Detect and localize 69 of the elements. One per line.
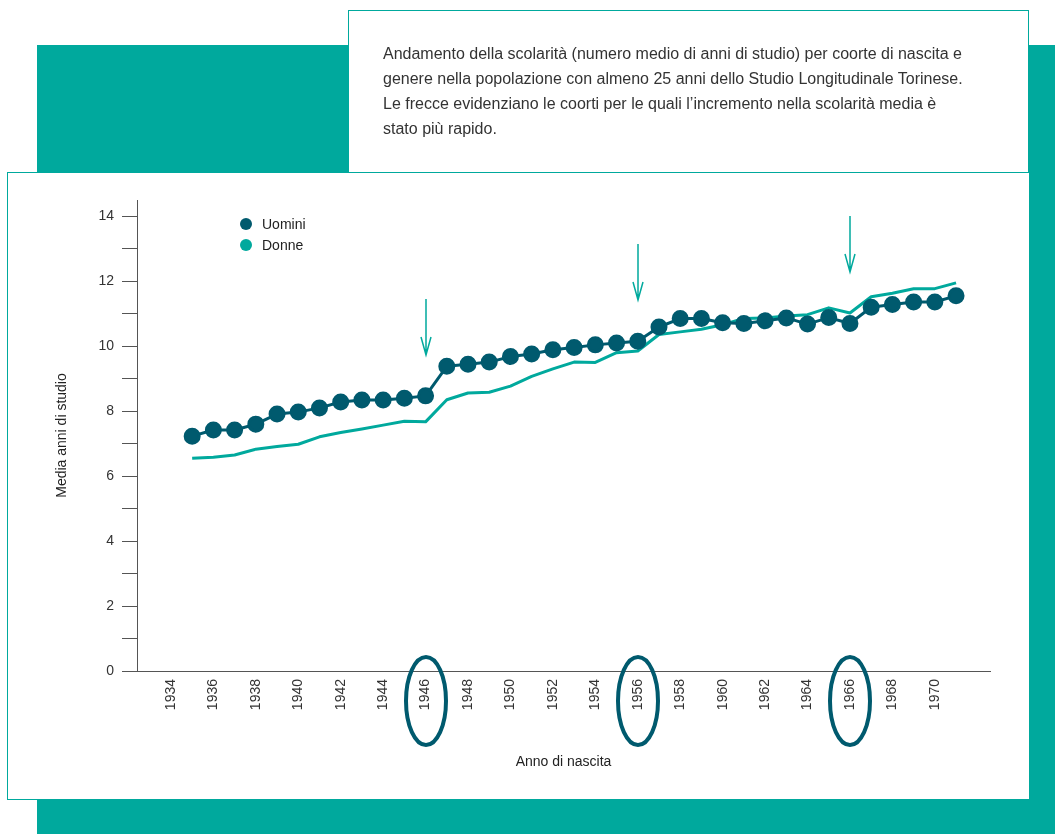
point (204, 421, 222, 439)
point (459, 355, 477, 373)
x-tick-label: 1942 (331, 678, 348, 711)
legend-label: Uomini (262, 215, 306, 232)
x-tick-label: 1934 (161, 678, 178, 711)
point (417, 387, 435, 405)
point (756, 312, 774, 330)
point (247, 415, 265, 433)
point (438, 357, 456, 375)
point (374, 391, 392, 409)
point (289, 403, 307, 421)
y-tick-label: 2 (106, 596, 115, 613)
point (735, 314, 753, 332)
point (268, 405, 286, 423)
x-tick-label: 1946 (416, 678, 433, 711)
point (480, 353, 498, 371)
y-tick-label: 6 (106, 466, 115, 483)
x-tick-label: 1962 (755, 678, 772, 711)
point (820, 309, 838, 327)
point (799, 315, 817, 333)
x-tick-label: 1936 (204, 678, 221, 711)
point (586, 336, 604, 354)
x-tick-label: 1958 (671, 678, 688, 711)
point (777, 309, 795, 327)
legend-label: Donne (262, 236, 304, 253)
point (501, 348, 519, 366)
y-axis-title: Media anni di studio (53, 373, 70, 498)
point (905, 293, 923, 311)
x-tick-label: 1940 (289, 678, 306, 711)
point (608, 334, 626, 352)
y-tick-label: 8 (106, 402, 115, 418)
point (183, 427, 201, 445)
point (395, 389, 413, 407)
point (565, 338, 583, 356)
point (544, 341, 562, 359)
text: Andamento della scolarità (numero medio di anni di studio) per coorte di nascita e genere nella popolazione con almeno 25 anni dello Studio Longitudinale Torinese. Le frecce evidenziano le coorti per le quali l’incremento nella scolarità media è stato più rapido. (383, 44, 964, 139)
point (862, 298, 880, 316)
point (841, 314, 859, 332)
x-tick-label: 1960 (713, 678, 730, 711)
point (226, 421, 244, 439)
x-tick-label: 1952 (543, 678, 560, 711)
x-tick-label: 1944 (374, 678, 390, 711)
y-tick-label: 4 (106, 531, 115, 548)
point (310, 399, 328, 417)
point (671, 310, 689, 328)
point (926, 293, 944, 311)
y-tick-label: 14 (98, 207, 115, 224)
x-tick-label: 1938 (246, 678, 263, 711)
point (353, 391, 371, 409)
point (523, 345, 541, 363)
x-tick-label: 1956 (628, 678, 645, 711)
x-axis-title: Anno di nascita (515, 753, 612, 770)
point (629, 332, 647, 350)
x-tick-label: 1968 (883, 678, 900, 711)
x-tick-label: 1970 (925, 678, 942, 711)
y-tick-label: 0 (106, 661, 115, 678)
point (883, 296, 901, 314)
x-tick-label: 1954 (586, 678, 603, 711)
point (947, 287, 965, 305)
x-tick-label: 1964 (798, 678, 815, 711)
y-tick-label: 10 (98, 337, 115, 354)
y-tick-label: 12 (98, 272, 115, 289)
x-tick-label: 1948 (458, 678, 475, 711)
point (714, 314, 732, 332)
point (692, 310, 710, 328)
point (650, 318, 668, 336)
point (332, 393, 350, 411)
x-tick-label: 1950 (501, 678, 518, 711)
x-tick-label: 1966 (840, 678, 857, 711)
